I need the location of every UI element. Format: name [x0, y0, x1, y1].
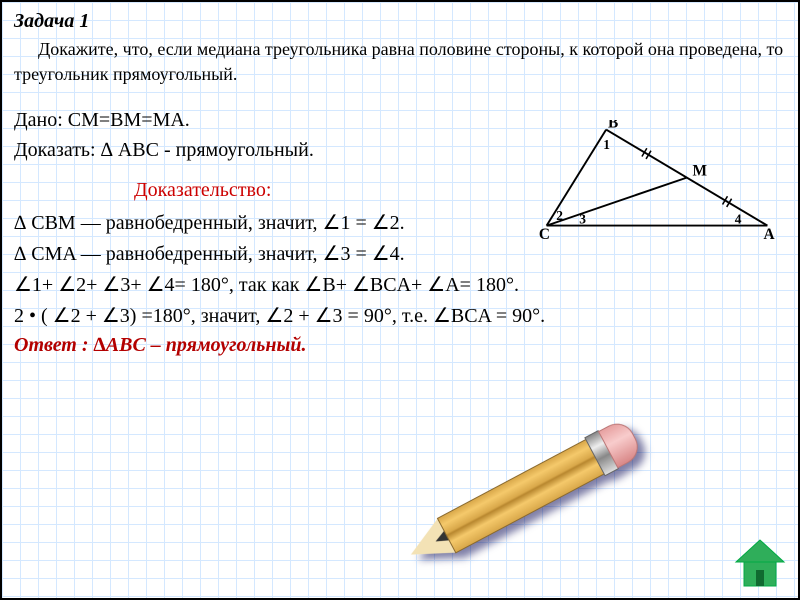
- slide-frame: Задача 1 Докажите, что, если медиана тре…: [0, 0, 800, 600]
- proof-line-4: 2 • ( ∠2 + ∠3) =180°, значит, ∠2 + ∠3 = …: [14, 301, 786, 332]
- problem-heading: Задача 1: [14, 10, 786, 33]
- problem-statement: Докажите, что, если медиана треугольника…: [14, 37, 786, 87]
- svg-text:C: C: [539, 226, 550, 240]
- home-icon[interactable]: [732, 538, 788, 592]
- svg-text:M: M: [693, 163, 708, 180]
- svg-text:2: 2: [556, 208, 563, 223]
- proof-line-3: ∠1+ ∠2+ ∠3+ ∠4= 180°, так как ∠B+ ∠BCA+ …: [14, 270, 786, 301]
- proof-line-2: ∆ CMA — равнобедренный, значит, ∠3 = ∠4.: [14, 239, 786, 270]
- svg-text:1: 1: [603, 137, 610, 152]
- triangle-figure: B M C A 1 2 3 4: [532, 120, 782, 240]
- svg-text:3: 3: [579, 212, 586, 227]
- svg-text:A: A: [764, 226, 775, 240]
- svg-text:4: 4: [735, 212, 742, 227]
- answer-line: Ответ : ∆ABC – прямоугольный.: [14, 334, 786, 357]
- svg-text:B: B: [608, 120, 618, 132]
